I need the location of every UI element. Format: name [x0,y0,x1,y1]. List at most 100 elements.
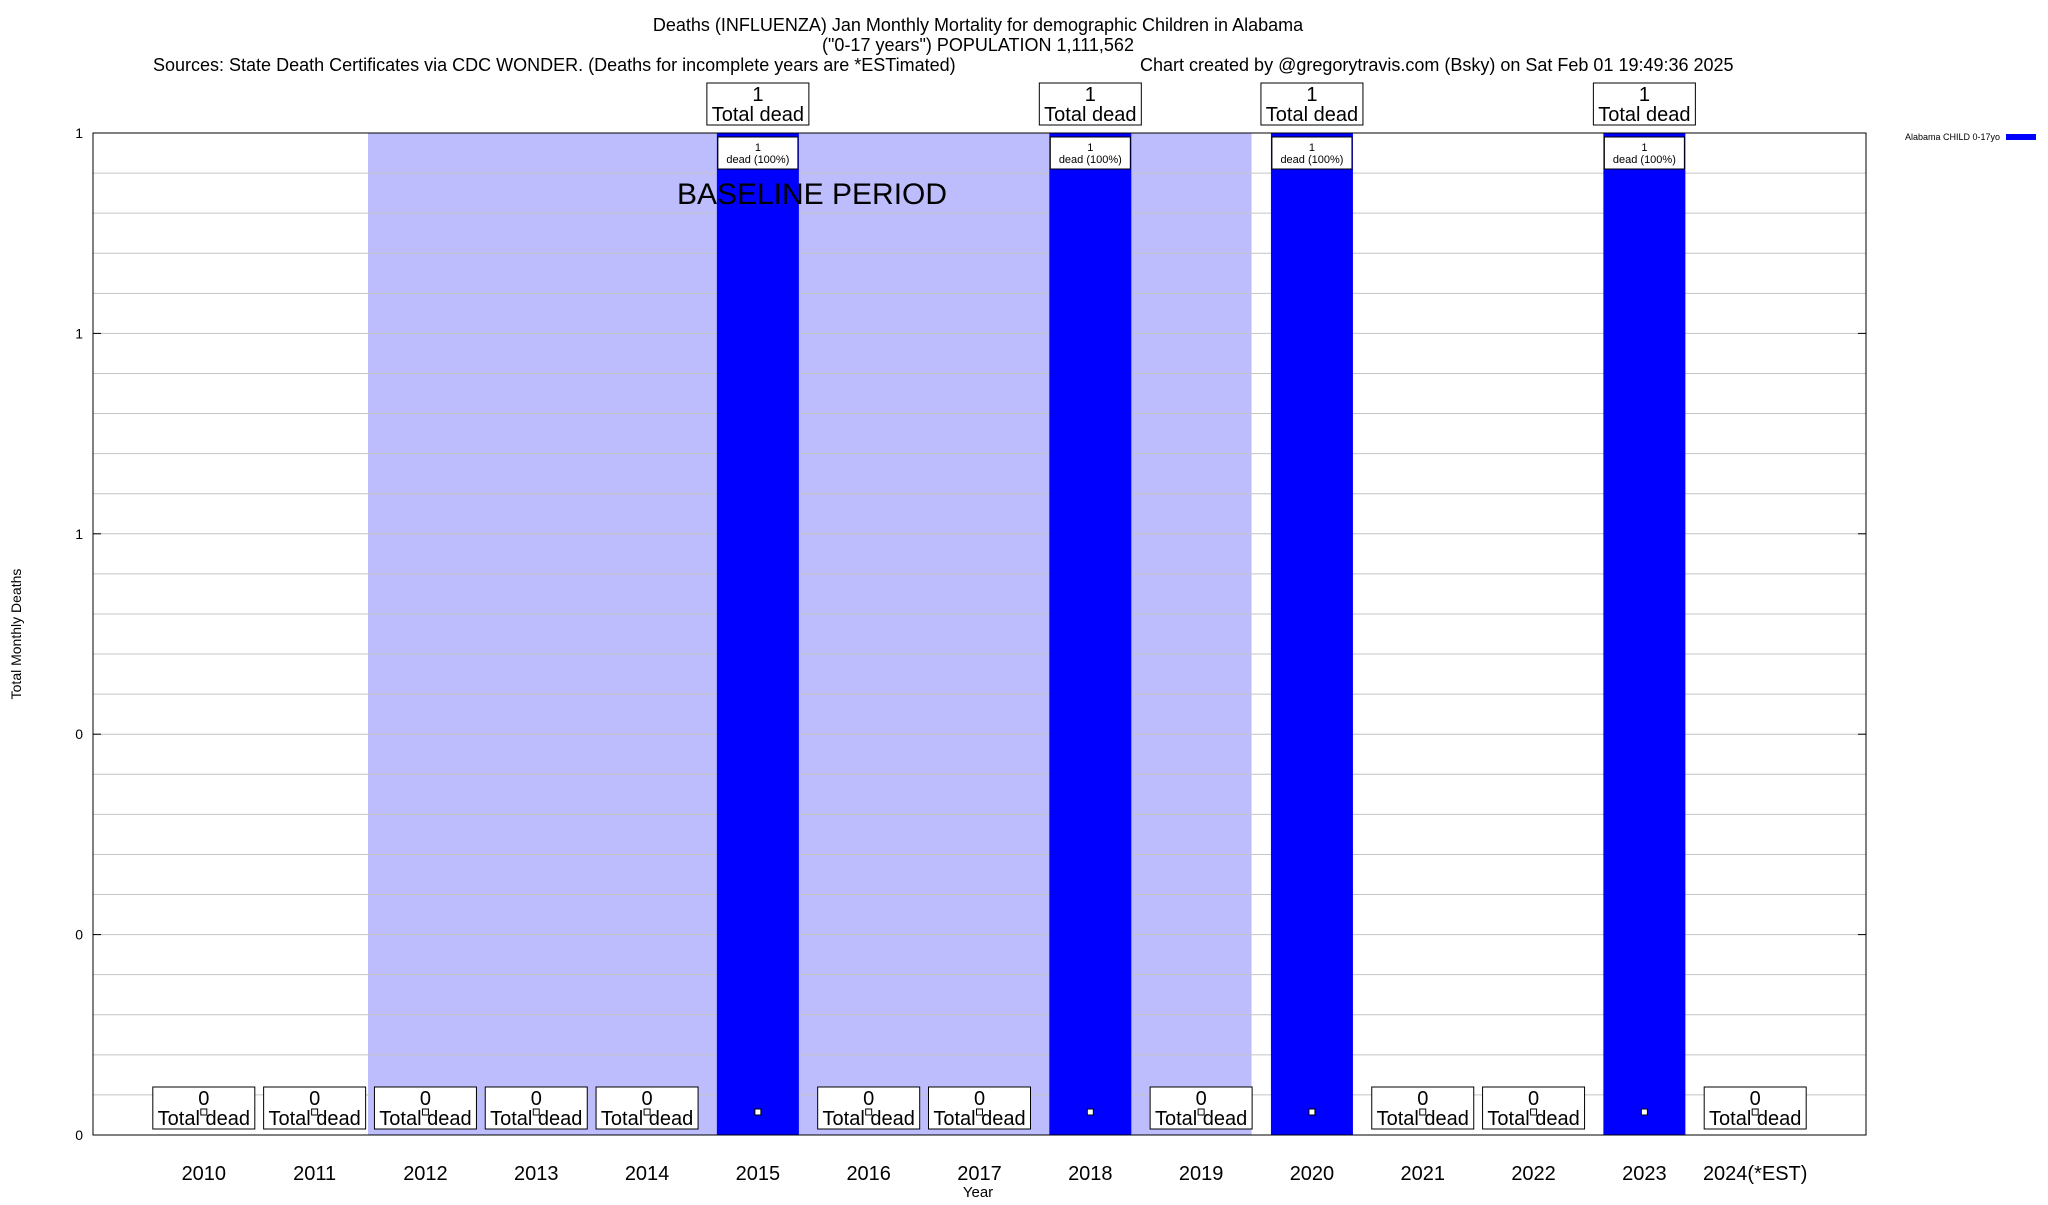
x-tick-label: 2018 [1068,1163,1113,1185]
bar [1049,133,1132,1135]
x-tick-label: 2016 [846,1163,891,1185]
x-tick-label: 2023 [1622,1163,1667,1185]
total-label-text: Total dead [1709,1108,1801,1130]
bar-inner-label-percent: dead (100%) [1059,154,1122,166]
x-tick-marker [865,1108,873,1116]
x-tick-label: 2010 [182,1163,227,1185]
total-label-count: 1 [1085,84,1096,106]
x-axis-label: Year [963,1184,993,1200]
x-tick-marker [1530,1108,1538,1116]
x-tick-label: 2021 [1401,1163,1446,1185]
x-tick-marker [754,1108,762,1116]
y-tick-label: 1 [75,125,83,141]
total-label-text: Total dead [1266,104,1358,126]
total-label-box [484,1086,588,1130]
total-label-box [1703,1086,1807,1130]
x-tick-label: 2019 [1179,1163,1224,1185]
total-label-count: 0 [1417,1088,1428,1110]
total-label-text: Total dead [1044,104,1136,126]
total-label-text: Total dead [1487,1108,1579,1130]
x-tick-marker [1308,1108,1316,1116]
x-tick-marker [1086,1108,1094,1116]
x-tick-label: 2024(*EST) [1703,1163,1808,1185]
x-tick-marker [421,1108,429,1116]
x-tick-label: 2014 [625,1163,670,1185]
chart-title-line-2: ("0-17 years") POPULATION 1,111,562 [822,35,1134,55]
plot-border [92,132,1867,1136]
total-label-box [595,1086,699,1130]
x-tick-marker [1640,1108,1648,1116]
x-tick-marker [1419,1108,1427,1116]
total-label-text: Total dead [823,1108,915,1130]
total-label-text: Total dead [158,1108,250,1130]
chart-title-line-1: Deaths (INFLUENZA) Jan Monthly Mortality… [653,15,1304,35]
x-tick-marker [200,1108,208,1116]
bar [1270,133,1353,1135]
total-label-count: 0 [420,1088,431,1110]
bar-inner-label-box [717,136,799,170]
total-label-box [1592,82,1696,126]
total-label-text: Total dead [601,1108,693,1130]
total-label-box [373,1086,477,1130]
total-label-box [1482,1086,1586,1130]
legend-label: Alabama CHILD 0-17yo [1905,132,2000,142]
total-label-count: 0 [1196,1088,1207,1110]
total-label-box [263,1086,367,1130]
total-label-count: 1 [1306,84,1317,106]
x-tick-label: 2012 [403,1163,448,1185]
bar-inner-label-percent: dead (100%) [1280,154,1343,166]
total-label-count: 0 [531,1088,542,1110]
bar-inner-label-count: 1 [1641,142,1647,154]
total-label-box [1260,82,1364,126]
bar-inner-label-count: 1 [755,142,761,154]
total-label-count: 0 [863,1088,874,1110]
x-tick-marker [976,1108,983,1116]
total-label-text: Total dead [1377,1108,1469,1130]
total-label-box [1149,1086,1253,1130]
chart-credit: Chart created by @gregorytravis.com (Bsk… [1140,55,1734,75]
x-tick-marker [643,1108,651,1116]
bar [716,133,799,1135]
total-label-box [1038,82,1142,126]
total-label-count: 0 [642,1088,653,1110]
chart-sources: Sources: State Death Certificates via CD… [153,55,956,75]
total-label-text: Total dead [712,104,804,126]
bar-inner-label-box [1603,136,1685,170]
x-tick-marker [311,1108,319,1116]
y-tick-label: 1 [75,325,83,341]
total-label-box [152,1086,256,1130]
bar [1603,133,1686,1135]
total-label-count: 0 [1750,1088,1761,1110]
total-label-box [928,1086,1031,1130]
x-tick-label: 2020 [1290,1163,1335,1185]
total-label-text: Total dead [268,1108,360,1130]
total-label-text: Total dead [1155,1108,1247,1130]
y-tick-label: 0 [75,726,83,742]
bar-inner-label-count: 1 [1087,142,1093,154]
total-label-count: 0 [198,1088,209,1110]
y-axis-label: Total Monthly Deaths [8,569,24,700]
y-tick-label: 1 [75,526,83,542]
bar-inner-label-box [1049,136,1131,170]
total-label-box [1371,1086,1475,1130]
x-tick-label: 2017 [957,1163,1002,1185]
legend-swatch [2006,134,2036,140]
total-label-text: Total dead [490,1108,582,1130]
x-tick-label: 2011 [293,1163,336,1185]
baseline-period-label: BASELINE PERIOD [677,178,947,211]
total-label-text: Total dead [1598,104,1690,126]
total-label-count: 0 [309,1088,320,1110]
bar-inner-label-percent: dead (100%) [726,154,789,166]
y-tick-label: 0 [75,1127,83,1143]
x-tick-label: 2022 [1511,1163,1556,1185]
total-label-text: Total dead [379,1108,471,1130]
x-tick-marker [1751,1108,1759,1116]
x-tick-label: 2015 [736,1163,781,1185]
total-label-count: 0 [974,1088,985,1110]
total-label-count: 1 [752,84,763,106]
x-tick-marker [1197,1108,1205,1116]
x-tick-marker [532,1108,540,1116]
bar-inner-label-box [1271,136,1353,170]
